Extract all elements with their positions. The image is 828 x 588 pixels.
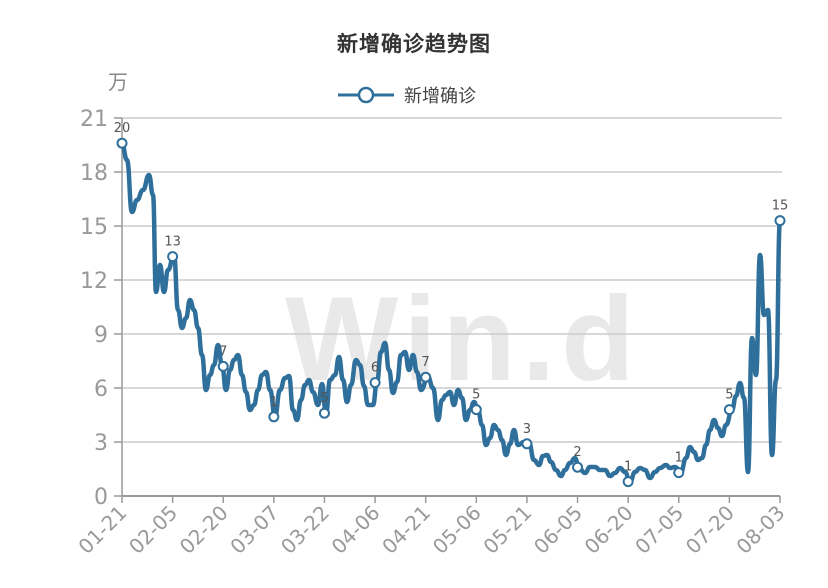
series-line [119, 141, 783, 485]
data-point-marker[interactable] [420, 371, 432, 383]
y-axis: 0 3 6 9 12 15 18 21 [80, 107, 123, 510]
data-point-marker[interactable] [470, 404, 482, 416]
legend-label: 新增确诊 [404, 86, 476, 107]
x-tick-label: 03-22 [276, 501, 334, 559]
data-point-marker[interactable] [268, 411, 280, 423]
data-point-marker[interactable] [369, 377, 381, 389]
data-label: 5 [725, 388, 733, 403]
y-tick-label: 3 [94, 431, 108, 456]
data-label: 13 [164, 235, 181, 250]
x-tick-label: 03-07 [225, 501, 283, 559]
grid-lines [122, 117, 782, 443]
data-point-marker[interactable] [217, 360, 229, 372]
x-tick-label: 02-05 [124, 501, 182, 559]
y-tick-label: 0 [94, 485, 108, 510]
data-point-marker[interactable] [167, 251, 179, 263]
data-label: 20 [114, 121, 131, 136]
x-axis: 01-2102-0502-2003-0703-2204-0604-2105-06… [73, 495, 790, 559]
x-tick-label: 07-05 [630, 501, 688, 559]
data-point-marker[interactable] [318, 407, 330, 419]
chart-title: 新增确诊趋势图 [337, 32, 491, 56]
data-point-marker[interactable] [622, 476, 634, 488]
data-point-marker[interactable] [521, 438, 533, 450]
data-label: 2 [573, 445, 581, 460]
data-point-marker[interactable] [673, 467, 685, 479]
data-label: 15 [772, 199, 789, 214]
x-tick-label: 05-21 [478, 501, 536, 559]
legend[interactable]: 新增确诊 [336, 82, 476, 108]
x-tick-label: 05-06 [428, 501, 486, 559]
y-tick-label: 15 [80, 215, 108, 240]
x-tick-label: 04-21 [377, 501, 435, 559]
legend-line-marker-icon [338, 86, 394, 104]
data-label: 6 [371, 361, 379, 376]
data-label: 7 [422, 355, 430, 370]
data-point-marker[interactable] [572, 461, 584, 473]
data-label: 1 [675, 451, 683, 466]
x-tick-label: 06-05 [529, 501, 587, 559]
x-tick-label: 04-06 [327, 501, 385, 559]
x-tick-label: 08-03 [731, 501, 789, 559]
data-label: 1 [270, 395, 278, 410]
data-label: 5 [320, 391, 328, 406]
data-label: 3 [523, 422, 531, 437]
data-label: 5 [472, 388, 480, 403]
data-markers [116, 137, 786, 488]
y-tick-label: 12 [80, 269, 108, 294]
y-tick-label: 18 [80, 161, 108, 186]
x-tick-label: 07-20 [681, 501, 739, 559]
y-axis-unit-label: 万 [108, 70, 128, 94]
data-point-marker[interactable] [116, 137, 128, 149]
x-tick-label: 06-20 [580, 501, 638, 559]
y-tick-label: 21 [80, 107, 108, 132]
y-tick-label: 9 [94, 323, 108, 348]
x-tick-label: 02-20 [175, 501, 233, 559]
data-label: 7 [219, 344, 227, 359]
data-label: 1 [624, 460, 632, 475]
y-tick-label: 6 [94, 377, 108, 402]
data-point-marker[interactable] [774, 215, 786, 227]
data-point-marker[interactable] [723, 404, 735, 416]
